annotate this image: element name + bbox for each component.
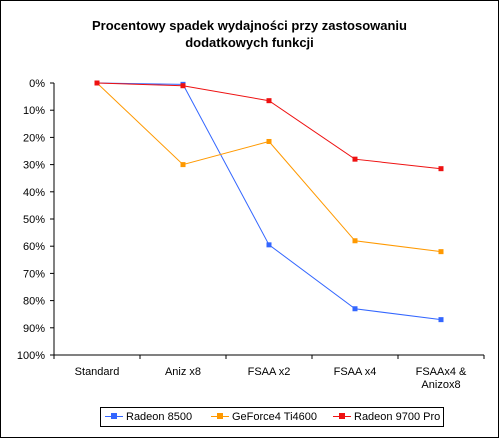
y-tick-label: 0% — [29, 78, 45, 90]
data-point-geforce4-ti4600 — [266, 138, 272, 144]
x-tick-label: Aniz x8 — [165, 366, 201, 378]
data-point-radeon-9700-pro — [266, 98, 272, 104]
x-tick-label: Anizox8 — [421, 379, 460, 391]
y-tick-label: 40% — [23, 187, 45, 199]
legend-label-geforce4-ti4600: GeForce4 Ti4600 — [232, 411, 317, 423]
data-point-geforce4-ti4600 — [438, 249, 444, 255]
legend-label-radeon-9700-pro: Radeon 9700 Pro — [354, 411, 441, 423]
data-point-radeon-9700-pro — [352, 156, 358, 162]
data-point-radeon-9700-pro — [438, 166, 444, 172]
chart-title-line-2: dodatkowych funkcji — [185, 35, 314, 50]
y-tick-label: 80% — [23, 296, 45, 308]
x-tick-label: FSAA x2 — [248, 366, 291, 378]
data-point-geforce4-ti4600 — [352, 238, 358, 244]
legend-entry-radeon-9700-pro: Radeon 9700 Pro — [333, 410, 443, 424]
series-line-geforce4-ti4600 — [96, 82, 442, 253]
series-line-radeon-9700-pro — [96, 82, 442, 170]
data-point-radeon-8500 — [352, 306, 358, 312]
x-tick-label: FSAAx4 & — [416, 366, 467, 378]
legend-entry-radeon-8500: Radeon 8500 — [105, 410, 205, 424]
data-point-radeon-9700-pro — [180, 83, 186, 89]
y-tick-label: 30% — [23, 160, 45, 172]
legend-marker-geforce4-ti4600 — [217, 413, 223, 419]
legend-entry-geforce4-ti4600: GeForce4 Ti4600 — [211, 410, 331, 424]
x-tick-label: Standard — [75, 366, 120, 378]
y-tick-label: 20% — [23, 132, 45, 144]
legend-marker-radeon-9700-pro — [339, 413, 345, 419]
legend-marker-radeon-8500 — [111, 413, 117, 419]
data-point-radeon-8500 — [438, 317, 444, 323]
legend: Radeon 8500 GeForce4 Ti4600 Radeon 9700 … — [100, 407, 444, 427]
data-point-geforce4-ti4600 — [180, 162, 186, 168]
data-point-radeon-8500 — [266, 242, 272, 248]
y-tick-label: 70% — [23, 268, 45, 280]
y-tick-label: 90% — [23, 323, 45, 335]
y-tick-label: 100% — [17, 350, 45, 362]
legend-label-radeon-8500: Radeon 8500 — [126, 411, 193, 423]
chart-title-line-1: Procentowy spadek wydajności przy zastos… — [92, 18, 407, 33]
y-tick-label: 60% — [23, 241, 45, 253]
series-line-radeon-8500 — [96, 82, 442, 321]
y-tick-label: 50% — [23, 214, 45, 226]
y-tick-label: 10% — [23, 105, 45, 117]
data-point-radeon-9700-pro — [94, 80, 100, 86]
x-tick-label: FSAA x4 — [334, 366, 377, 378]
chart-title: Procentowy spadek wydajności przy zastos… — [1, 17, 498, 51]
